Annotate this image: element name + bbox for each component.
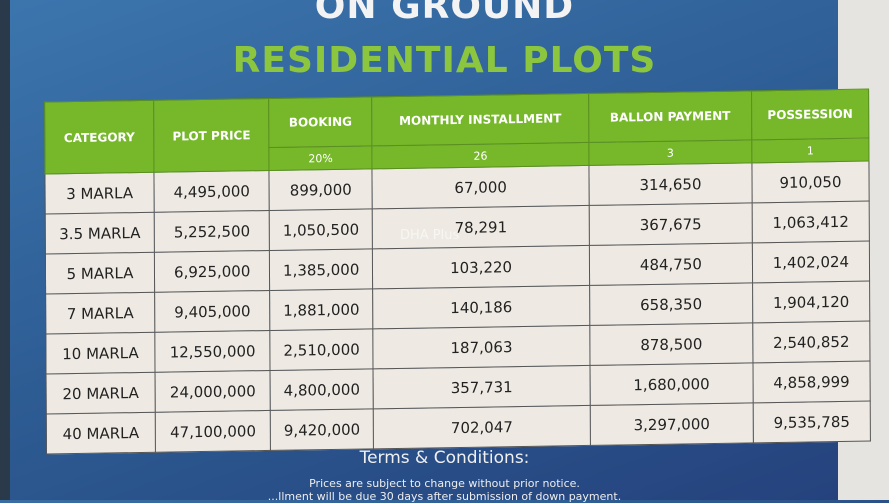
terms-line: ...llment will be due 30 days after subm…	[267, 490, 622, 503]
table-cell: 4,858,999	[752, 361, 871, 403]
table-cell: 20 MARLA	[46, 372, 156, 414]
table-cell: 4,495,000	[154, 170, 270, 213]
header-ballon: BALLON PAYMENT	[588, 90, 752, 143]
table-cell: 10 MARLA	[45, 332, 156, 374]
table-cell: 9,420,000	[270, 408, 374, 451]
watermark: DHA Plus	[400, 228, 460, 243]
table-cell: 367,675	[589, 202, 753, 246]
table-cell: 6,925,000	[154, 250, 270, 293]
table-cell: 314,650	[589, 162, 752, 206]
subheader-possession: 1	[751, 138, 869, 163]
table-cell: 140,186	[372, 285, 590, 329]
table-cell: 5 MARLA	[45, 252, 155, 294]
subheader-monthly: 26	[371, 142, 590, 169]
table-cell: 9,405,000	[154, 290, 271, 333]
table-cell: 4,800,000	[270, 368, 374, 411]
table-cell: 67,000	[372, 165, 590, 209]
table-cell: 1,881,000	[269, 288, 373, 331]
header-possession: POSSESSION	[751, 89, 869, 140]
table-cell: 3,297,000	[590, 402, 754, 446]
table-cell: 12,550,000	[154, 330, 271, 373]
table-cell: 3.5 MARLA	[45, 212, 155, 254]
table-cell: 357,731	[373, 365, 591, 409]
table-cell: 910,050	[751, 161, 870, 203]
table-cell: 484,750	[589, 242, 753, 286]
table-cell: 1,402,024	[752, 241, 870, 283]
table-cell: 899,000	[269, 168, 373, 211]
terms-title: Terms & Conditions:	[359, 448, 530, 468]
table-cell: 702,047	[373, 405, 591, 449]
table-cell: 1,904,120	[752, 281, 870, 323]
heading-line1: ON GROUND	[314, 0, 575, 27]
terms-line: Prices are subject to change without pri…	[309, 477, 580, 490]
heading-line2: RESIDENTIAL PLOTS	[232, 40, 657, 81]
table-cell: 1,063,412	[751, 201, 870, 243]
table-cell: 187,063	[372, 325, 591, 369]
header-booking: BOOKING	[268, 96, 372, 148]
header-monthly: MONTHLY INSTALLMENT	[371, 93, 589, 146]
header-plot-price: PLOT PRICE	[153, 98, 270, 173]
table-cell: 2,540,852	[752, 321, 870, 363]
subheader-booking: 20%	[269, 145, 373, 171]
table-cell: 47,100,000	[155, 410, 271, 453]
table-cell: 1,680,000	[590, 362, 754, 406]
header-category: CATEGORY	[44, 100, 155, 174]
table-cell: 3 MARLA	[44, 172, 155, 214]
table-cell: 7 MARLA	[45, 292, 155, 334]
table-cell: 5,252,500	[154, 210, 270, 253]
background-edge	[0, 0, 10, 500]
table-cell: 24,000,000	[155, 370, 271, 413]
table-cell: 2,510,000	[270, 328, 374, 371]
subheader-ballon: 3	[588, 139, 752, 166]
table-cell: 9,535,785	[753, 401, 871, 443]
table-cell: 1,050,500	[269, 208, 373, 251]
table-cell: 103,220	[372, 245, 590, 289]
table-cell: 878,500	[589, 322, 753, 366]
table-cell: 1,385,000	[269, 248, 373, 291]
price-table: CATEGORY PLOT PRICE BOOKING MONTHLY INST…	[44, 89, 871, 455]
table-cell: 658,350	[589, 282, 753, 326]
